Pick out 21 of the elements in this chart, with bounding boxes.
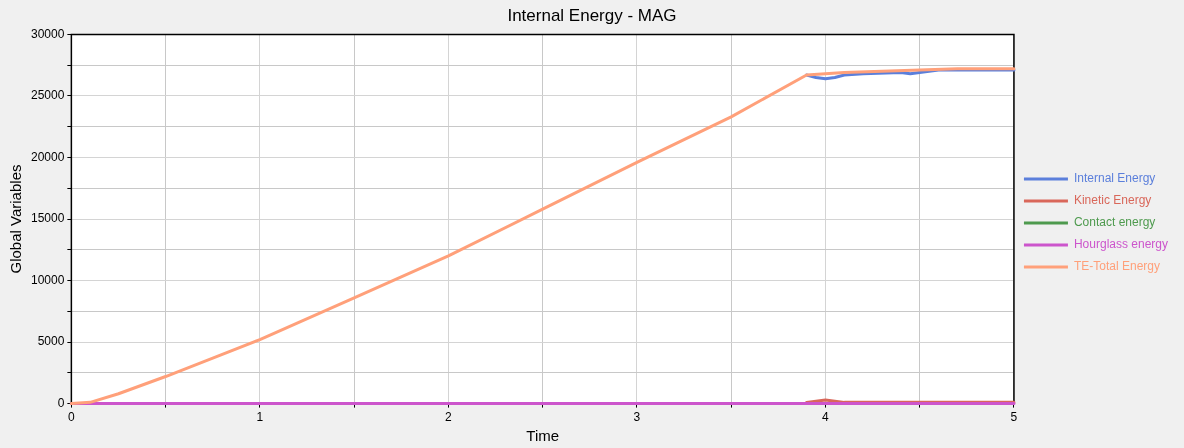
y-tick-label: 25000 [30, 88, 65, 103]
y-axis-title: Global Variables [7, 164, 25, 274]
legend-label: Hourglass energy [1073, 237, 1169, 252]
x-tick-label: 3 [633, 410, 641, 425]
y-tick-label: 10000 [30, 272, 65, 287]
x-tick-label: 2 [445, 410, 453, 425]
legend-label: TE-Total Energy [1073, 259, 1160, 274]
x-tick-label: 1 [256, 410, 264, 425]
legend-label: Contact energy [1073, 215, 1156, 230]
y-tick-label: 15000 [30, 211, 65, 226]
x-axis-title: Time [526, 427, 560, 445]
legend-label: Internal Energy [1073, 171, 1156, 186]
y-tick-label: 20000 [30, 149, 65, 164]
y-tick-label: 0 [57, 395, 65, 410]
y-tick-label: 5000 [37, 334, 65, 349]
legend-label: Kinetic Energy [1073, 193, 1152, 208]
x-tick-label: 0 [68, 410, 76, 425]
x-tick-label: 4 [822, 410, 830, 425]
chart-title: Internal Energy - MAG [507, 5, 677, 25]
x-tick-label: 5 [1010, 410, 1018, 425]
y-tick-label: 30000 [30, 26, 65, 41]
